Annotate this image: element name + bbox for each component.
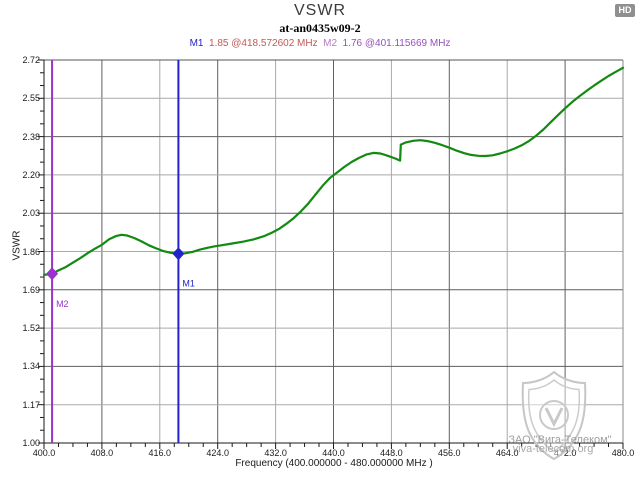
watermark-logo [521, 370, 587, 461]
x-tick-label: 416.0 [148, 448, 172, 458]
marker2-value: 1.76 @401.115669 MHz [342, 38, 451, 49]
marker-readout: M1 1.85 @418.572602 MHz M2 1.76 @401.115… [0, 38, 640, 49]
x-tick-label: 400.0 [32, 448, 56, 458]
x-tick-label: 408.0 [90, 448, 114, 458]
x-tick-label: 472.0 [553, 448, 577, 458]
page-title: VSWR [294, 2, 346, 19]
x-tick-label: 448.0 [380, 448, 403, 458]
x-tick-label: 464.0 [495, 448, 519, 458]
page-subtitle: at-an0435w09-2 [279, 21, 361, 35]
y-tick-label: 1.52 [22, 323, 40, 334]
x-tick-label: 480.0 [611, 448, 635, 458]
y-tick-label: 2.38 [22, 131, 40, 142]
marker1-label: M1 [189, 38, 204, 49]
y-tick-label: 2.55 [22, 93, 40, 104]
vswr-trace [42, 66, 625, 276]
y-tick-label: 2.03 [22, 208, 40, 219]
y-tick-label: 1.34 [22, 361, 40, 372]
x-tick-label: 440.0 [322, 448, 345, 458]
marker-m1-label: M1 [182, 279, 195, 289]
marker-m2-label: M2 [56, 299, 69, 309]
y-tick-label: 1.17 [22, 399, 40, 410]
y-tick-label: 1.69 [22, 284, 40, 295]
y-tick-label: 2.20 [22, 169, 40, 180]
x-axis-title: Frequency (400.000000 - 480.000000 MHz ) [235, 458, 433, 469]
marker-m1-diamond[interactable] [172, 247, 185, 261]
y-tick-label: 2.72 [22, 55, 40, 65]
marker2-label: M2 [323, 38, 338, 49]
x-tick-label: 424.0 [206, 448, 229, 458]
watermark-site: viva-telecom.org [512, 443, 594, 455]
y-tick-label: 1.86 [22, 246, 40, 257]
y-tick-label: 1.00 [22, 438, 40, 448]
watermark-company: ЗАО "Вига-Телеком" [508, 434, 612, 446]
x-tick-label: 432.0 [264, 448, 287, 458]
x-tick-label: 456.0 [438, 448, 461, 458]
marker1-value: 1.85 @418.572602 MHz [209, 38, 318, 49]
marker-m2-diamond[interactable] [46, 267, 59, 281]
hd-badge: HD [615, 4, 635, 17]
